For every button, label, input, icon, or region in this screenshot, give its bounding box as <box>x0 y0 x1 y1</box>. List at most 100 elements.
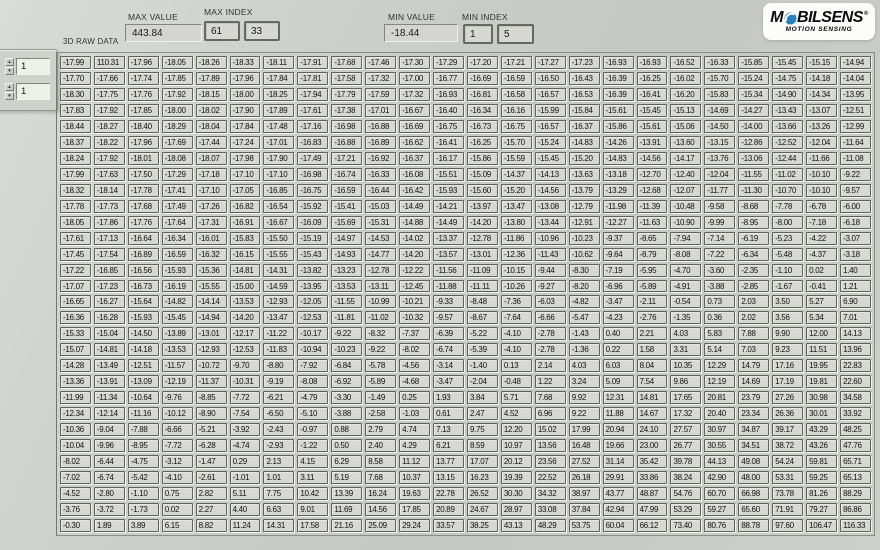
table-cell: -17.69 <box>161 135 193 149</box>
table-cell: 9.01 <box>297 503 329 517</box>
table-cell: -5.22 <box>466 327 498 341</box>
table-cell: -9.99 <box>704 215 736 229</box>
table-cell: -1.03 <box>399 407 431 421</box>
table-cell: -17.23 <box>93 279 125 293</box>
table-cell: -17.27 <box>534 56 566 69</box>
table-cell: -7.78 <box>772 199 804 213</box>
table-cell: -11.43 <box>534 247 566 261</box>
table-cell: -5.95 <box>636 263 668 277</box>
table-cell: -17.31 <box>195 215 227 229</box>
table-cell: -12.78 <box>365 263 397 277</box>
table-cell: -7.22 <box>704 247 736 261</box>
table-cell: -17.78 <box>60 199 91 213</box>
table-cell: -8.95 <box>127 439 159 453</box>
table-cell: 15.02 <box>534 423 566 437</box>
table-cell: -17.83 <box>60 103 91 117</box>
table-cell: -10.70 <box>772 183 804 197</box>
table-cell: -17.50 <box>127 167 159 181</box>
table-cell: 30.98 <box>806 391 838 405</box>
table-cell: -10.99 <box>365 295 397 309</box>
table-cell: -15.19 <box>297 231 329 245</box>
table-cell: -12.04 <box>806 135 838 149</box>
table-cell: -14.56 <box>636 151 668 165</box>
table-cell: 30.30 <box>500 487 532 501</box>
table-cell: -15.33 <box>60 327 91 341</box>
spinner-up-icon[interactable]: ▲ <box>5 82 14 91</box>
table-cell: 0.02 <box>161 503 193 517</box>
table-cell: -17.10 <box>229 167 261 181</box>
table-cell: 13.15 <box>433 471 464 485</box>
table-cell: -16.64 <box>127 231 159 245</box>
table-cell: -16.89 <box>365 135 397 149</box>
table-cell: -16.89 <box>127 247 159 261</box>
table-cell: -16.33 <box>704 56 736 69</box>
table-cell: -13.09 <box>127 375 159 389</box>
table-cell: -14.94 <box>840 56 871 69</box>
table-cell: -15.20 <box>500 183 532 197</box>
table-cell: -17.59 <box>365 87 397 101</box>
table-cell: 6.15 <box>161 519 193 532</box>
table-cell: 6.21 <box>433 439 464 453</box>
table-cell: 0.29 <box>229 455 261 469</box>
table-cell: -16.59 <box>161 247 193 261</box>
table-cell: -8.79 <box>636 247 668 261</box>
max-index-field-row: 61 <box>204 21 240 41</box>
table-cell: -11.39 <box>636 199 668 213</box>
table-cell: -2.78 <box>534 343 566 357</box>
table-cell: -11.30 <box>738 183 770 197</box>
index-spinner-1-value[interactable]: 1 <box>16 57 50 75</box>
max-index-label: MAX INDEX <box>204 7 253 17</box>
table-cell: 39.17 <box>772 423 804 437</box>
index-spinner-2-value[interactable]: 1 <box>16 82 50 100</box>
table-cell: -17.91 <box>297 56 329 69</box>
table-cell: -8.02 <box>399 343 431 357</box>
table-cell: 34.51 <box>738 439 770 453</box>
table-cell: -13.66 <box>772 119 804 133</box>
table-cell: -15.31 <box>365 215 397 229</box>
spinner-down-icon[interactable]: ▼ <box>5 66 14 75</box>
table-cell: -18.32 <box>60 183 91 197</box>
table-cell: -6.92 <box>331 375 363 389</box>
table-cell: 2.02 <box>738 311 770 325</box>
table-cell: -12.78 <box>466 231 498 245</box>
table-cell: -14.04 <box>840 71 871 85</box>
table-cell: 9.75 <box>466 423 498 437</box>
logo-tagline: MOTION SENSING <box>785 26 853 33</box>
table-cell: -17.90 <box>263 151 295 165</box>
table-cell: -14.88 <box>399 215 431 229</box>
table-cell: -13.97 <box>466 199 498 213</box>
table-cell: 59.25 <box>806 471 838 485</box>
table-cell: 0.25 <box>399 391 431 405</box>
table-cell: -15.06 <box>670 119 702 133</box>
table-cell: 6.03 <box>602 359 634 373</box>
table-cell: -7.18 <box>806 215 838 229</box>
spinner-down-icon[interactable]: ▼ <box>5 91 14 100</box>
table-cell: -8.80 <box>263 359 295 373</box>
table-cell: -6.78 <box>806 199 838 213</box>
table-cell: -15.70 <box>500 135 532 149</box>
table-cell: -4.56 <box>399 359 431 373</box>
table-cell: 3.11 <box>297 471 329 485</box>
table-cell: -15.07 <box>60 343 91 357</box>
table-cell: -15.43 <box>297 247 329 261</box>
logo-brand-text: M BILSENS ® <box>770 10 868 26</box>
table-cell: -17.10 <box>195 183 227 197</box>
table-cell: 23.34 <box>738 407 770 421</box>
table-cell: -17.96 <box>127 135 159 149</box>
table-cell: -17.70 <box>60 71 91 85</box>
table-cell: 23.56 <box>534 455 566 469</box>
spinner-up-icon[interactable]: ▲ <box>5 57 14 66</box>
table-cell: -15.69 <box>331 215 363 229</box>
table-cell: -16.15 <box>229 247 261 261</box>
table-cell: 19.39 <box>500 471 532 485</box>
table-cell: -14.93 <box>331 247 363 261</box>
table-cell: 7.68 <box>365 471 397 485</box>
table-cell: -3.76 <box>60 503 91 517</box>
table-cell: -17.16 <box>297 119 329 133</box>
table-cell: -17.84 <box>263 71 295 85</box>
table-cell: -13.15 <box>704 135 736 149</box>
table-cell: -2.43 <box>263 423 295 437</box>
table-cell: 47.76 <box>840 439 871 453</box>
table-cell: -3.88 <box>704 279 736 293</box>
